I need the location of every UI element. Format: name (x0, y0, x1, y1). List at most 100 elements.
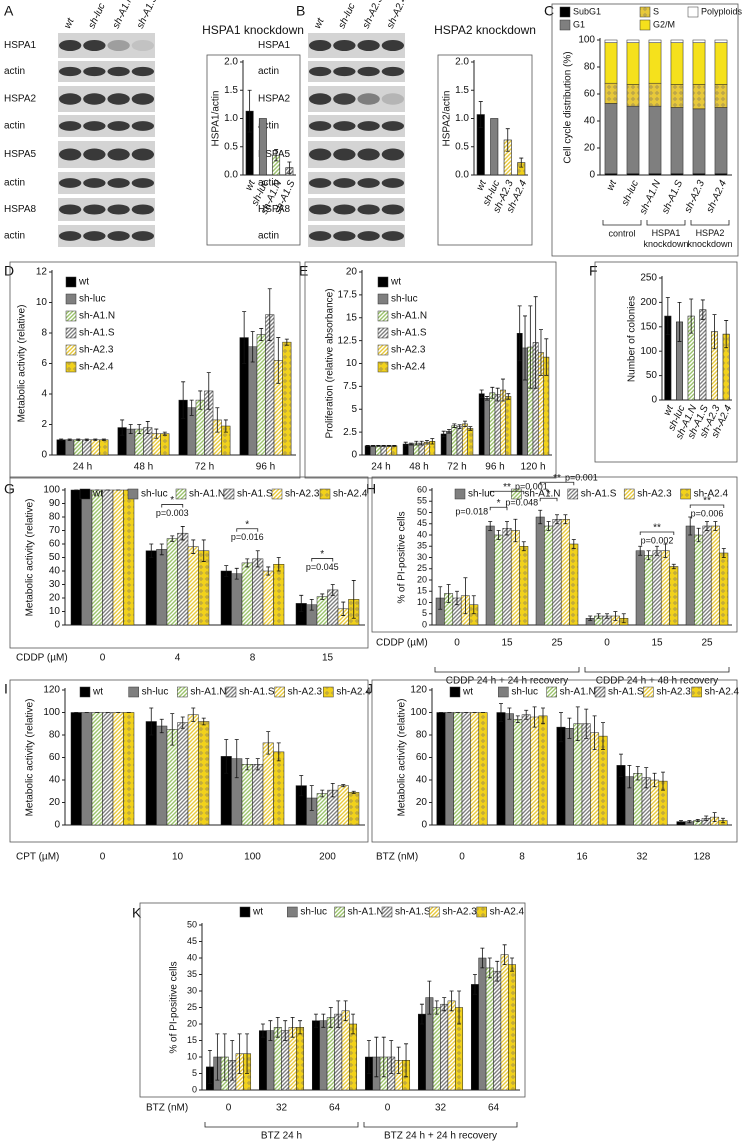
error-bar (145, 421, 150, 435)
error-bar (201, 539, 206, 562)
legend-label: sh-A1.S (395, 907, 431, 918)
y-tick-label: 100 (43, 485, 60, 496)
blot-row-label: HSPA8 (258, 204, 290, 215)
blot-band (381, 231, 405, 241)
error-bar (677, 302, 682, 342)
error-bar (571, 539, 576, 549)
error-bar (320, 789, 325, 798)
blot-band (308, 40, 332, 51)
bar (91, 489, 103, 626)
y-tick-label: 100 (640, 346, 657, 357)
x-tick-label: 96 h (485, 462, 504, 473)
legend-label: wt (78, 277, 89, 288)
bar (710, 525, 720, 626)
x-tick-label: 8 (250, 653, 256, 664)
significance-bracket (311, 558, 334, 562)
error-bar (705, 521, 709, 531)
error-bar (661, 771, 665, 791)
bar (446, 430, 452, 456)
error-bar (605, 613, 609, 619)
panel-label: K (132, 905, 142, 921)
blot-band (58, 121, 82, 131)
bar (505, 396, 512, 456)
panel-label: A (4, 3, 14, 19)
error-bar (541, 707, 545, 725)
blot-row-label: actin (258, 178, 279, 189)
panel-frame (9, 679, 369, 843)
panel-frame (371, 679, 738, 843)
y-axis-label: HSPA1/actin (211, 91, 222, 147)
y-tick-label: 5 (351, 404, 357, 415)
bar (484, 398, 490, 456)
error-bar (330, 782, 335, 798)
error-bar (341, 601, 346, 616)
error-bar (621, 613, 626, 624)
blot-band (83, 204, 106, 215)
bar (256, 334, 266, 456)
bar (262, 742, 274, 826)
blot-band (381, 148, 405, 161)
blot-band (58, 66, 82, 77)
bar (391, 445, 398, 456)
legend-swatch (65, 327, 77, 339)
legend-label: sh-A1.S2 (239, 687, 281, 698)
y-axis-label: Metabolic activity (relative) (397, 699, 408, 817)
error-bar (365, 444, 370, 447)
bar (699, 309, 707, 401)
legend-label: G2/M (653, 19, 675, 29)
group-bracket (584, 667, 730, 673)
error-bar (513, 518, 518, 543)
legend-label: sh-luc (391, 294, 418, 305)
error-bar (544, 338, 549, 376)
error-bar (154, 428, 159, 439)
bar-segment (604, 103, 618, 174)
bar (440, 433, 447, 456)
x-tick-label: 0 (459, 852, 465, 863)
legend-label: sh-A2.4 (391, 362, 426, 373)
panel-frame (9, 476, 369, 649)
blot-strip (58, 115, 155, 137)
error-bar (679, 820, 683, 824)
error-bar (472, 974, 477, 995)
x-tick-label: 15 (501, 638, 513, 649)
bar (326, 1017, 335, 1091)
error-bar (414, 440, 419, 446)
error-bar (299, 594, 304, 612)
legend-label: sh-luc (300, 907, 327, 918)
error-bar (371, 444, 376, 447)
blot-row-label: HSPA8 (4, 204, 36, 215)
error-bar (510, 957, 515, 972)
error-bar (222, 1033, 227, 1081)
error-bar (206, 372, 211, 410)
significance-stars: * (245, 519, 249, 530)
panel-frame (139, 902, 526, 1098)
bar (319, 1020, 328, 1091)
error-bar (181, 381, 186, 419)
error-bar (351, 790, 356, 794)
blot-band (357, 121, 380, 131)
error-bar (635, 766, 640, 781)
group-bracket (204, 1122, 359, 1128)
panel-label: C (544, 3, 554, 19)
x-axis-label: CDDP (µM) (376, 638, 428, 649)
blot-band (83, 121, 106, 131)
blot-band (357, 178, 380, 188)
legend-swatch (377, 276, 389, 288)
error-bar (396, 1046, 401, 1074)
error-bar (507, 707, 512, 720)
error-bar (695, 818, 700, 823)
bar (508, 964, 517, 1091)
legend-label: sh-A1.S (581, 489, 617, 500)
blot-strip (58, 61, 155, 82)
legend-swatch (127, 488, 139, 500)
y-tick-label: 5 (192, 1068, 197, 1078)
blot-band (357, 148, 380, 161)
x-tick-label: 0 (385, 1103, 391, 1114)
p-value: p=0.003 (156, 508, 189, 518)
legend-swatch (643, 686, 654, 698)
blot-band (107, 66, 130, 77)
error-bar (162, 431, 167, 436)
panel-frame (437, 54, 533, 246)
legend-swatch (498, 686, 509, 698)
y-tick-label: 150 (640, 321, 657, 332)
